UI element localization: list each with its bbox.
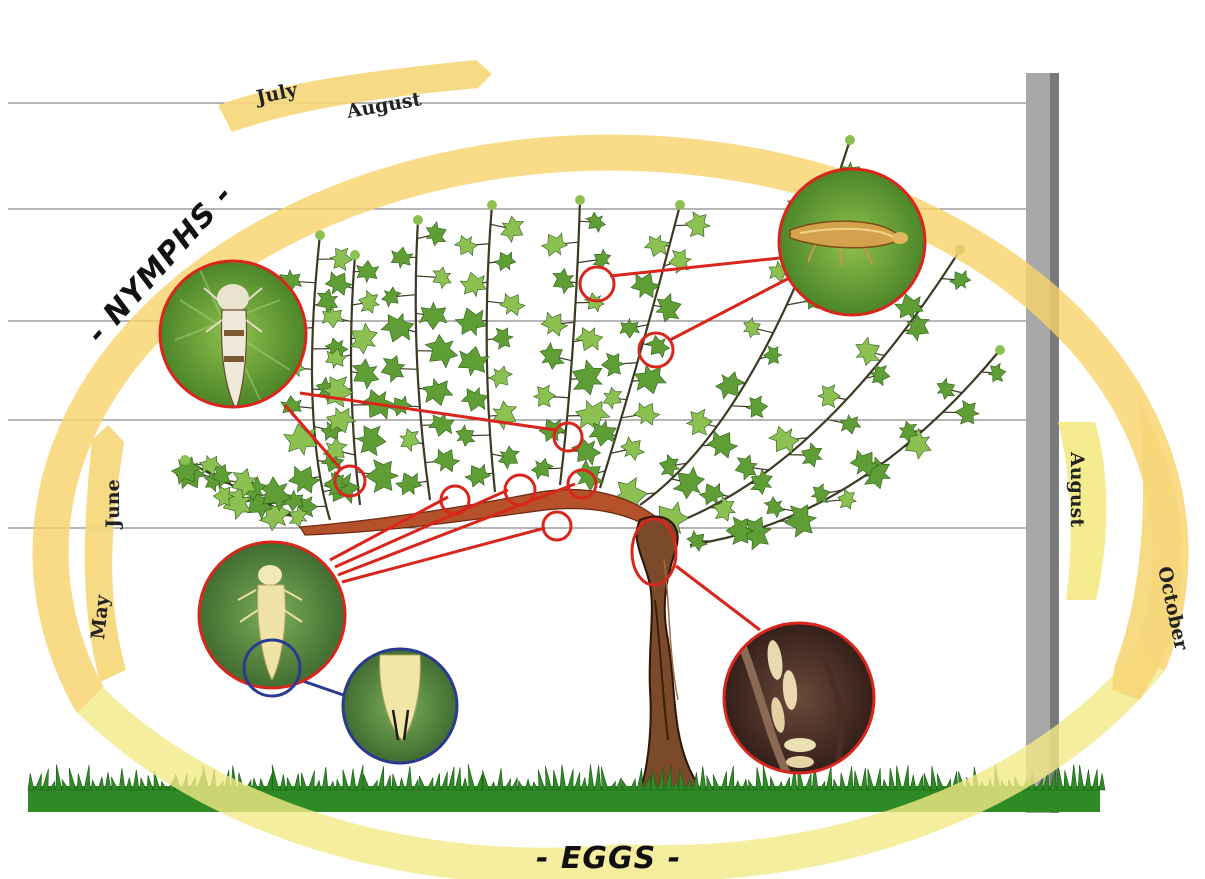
month-label-may: May [87,593,114,640]
photo-inset-eggs-under-bark [722,621,876,775]
vine-cordon [298,489,669,541]
callout-rings [333,265,678,587]
photo-inset-older-nymph [158,259,308,409]
stage-label-eggs: - EGGS - [536,841,681,876]
month-label-june: June [102,479,124,530]
life-cycle-ring [32,134,1189,879]
photo-inset-nymph-detail [341,647,459,765]
month-arrow-may-june [84,425,126,682]
photo-inset-adult-leafhopper [777,167,927,317]
vine-trunk [635,515,702,794]
month-label-august-right: August [1066,451,1088,527]
vine-leaves [170,135,1007,552]
callout-lines [283,256,796,632]
month-arrow-july-august [218,60,492,132]
photo-inset-young-nymph [197,540,347,698]
month-arrow-august-right [1058,422,1107,600]
month-arrow-october [1112,400,1183,700]
trellis-post [1026,73,1059,813]
